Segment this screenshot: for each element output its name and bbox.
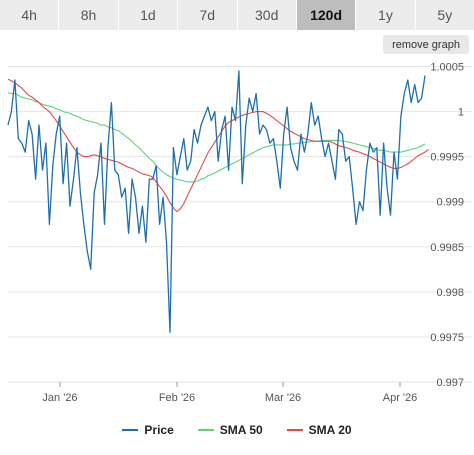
chart-legend: Price SMA 50 SMA 20 [0,420,474,440]
legend-price[interactable]: Price [122,423,174,437]
legend-price-swatch [122,429,139,431]
x-tick-label: Apr '26 [383,392,418,404]
tab-30d[interactable]: 30d [238,0,297,30]
remove-graph-button[interactable]: remove graph [383,35,469,54]
y-tick-label: 0.9995 [430,152,464,164]
legend-price-label: Price [144,423,174,437]
x-tick-label: Mar '26 [265,392,301,404]
legend-sma50-label: SMA 50 [219,423,263,437]
y-tick-label: 0.999 [436,197,464,209]
x-tick-label: Feb '26 [159,392,195,404]
sma50-line [7,92,426,183]
tab-1d[interactable]: 1d [119,0,179,30]
y-tick-label: 0.997 [436,377,464,389]
legend-sma20-swatch [286,429,303,431]
legend-sma50[interactable]: SMA 50 [197,423,263,437]
y-tick-label: 1 [458,107,464,119]
sma20-line [7,78,429,213]
legend-sma20-label: SMA 20 [308,423,352,437]
tab-120d[interactable]: 120d [296,0,357,30]
tab-8h[interactable]: 8h [59,0,119,30]
y-tick-label: 0.998 [436,287,464,299]
tab-5y[interactable]: 5y [437,7,453,23]
y-tick-label: 1.0005 [430,62,464,74]
y-tick-label: 0.9975 [430,332,464,344]
tab-1y[interactable]: 1y [356,0,416,30]
tab-7d[interactable]: 7d [178,0,238,30]
price-chart: 0.997 0.9975 0.998 0.9985 0.999 0.9995 1 1.0005… [7,62,472,404]
y-tick-label: 0.9985 [430,242,464,254]
legend-sma50-swatch [197,429,214,431]
legend-sma20[interactable]: SMA 20 [286,423,352,437]
price-line [7,70,426,334]
tab-4h[interactable]: 4h [0,0,60,30]
x-tick-label: Jan '26 [42,392,77,404]
timeframe-tabs: 4h 8h 1d 7d 30d 120d 1y 5y [0,0,474,30]
